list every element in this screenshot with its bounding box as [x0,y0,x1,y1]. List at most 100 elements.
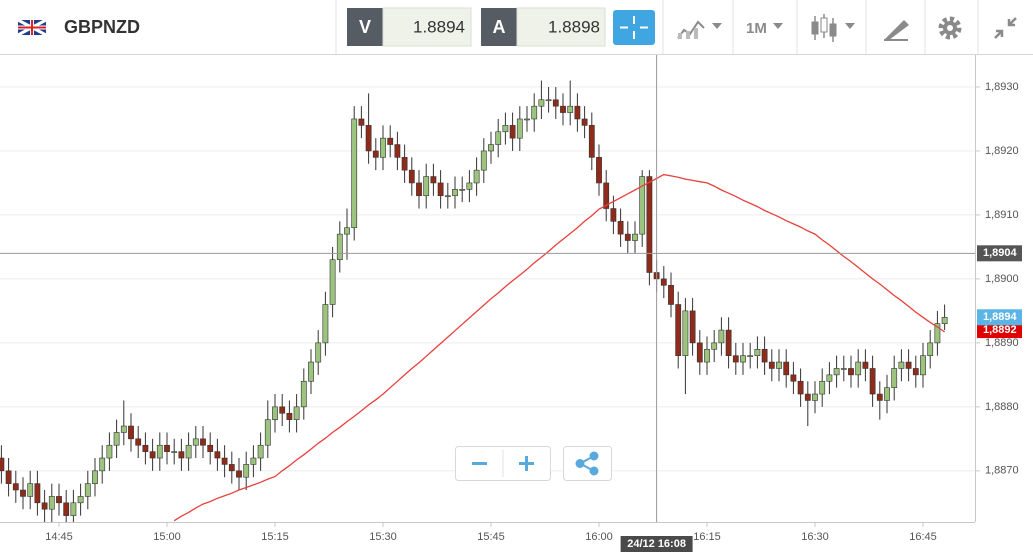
candle-body [696,342,703,363]
candle-body [632,233,638,241]
candle-body [20,489,26,497]
candle-body [387,137,394,145]
candle-body [588,125,595,158]
candle-body [243,464,250,478]
chart-type-button[interactable] [677,20,722,39]
candle-body [567,105,574,113]
candle-body [833,368,840,376]
candle-body [768,361,775,369]
candle-body [459,189,466,191]
candle-body [502,125,509,133]
candle-body [63,502,70,516]
candle-body [682,310,689,356]
candle-body [171,451,178,453]
candle-body [718,329,725,344]
candle-body [430,176,437,184]
candle-body [790,374,797,382]
sell-price[interactable]: 1.8894 [413,17,465,36]
buy-price-box[interactable] [516,7,606,47]
x-tick-label: 15:15 [261,531,289,543]
crosshair-price-tag [977,245,1022,262]
candle-body [905,361,912,369]
candle-body [12,483,19,491]
candle-body [891,368,898,388]
candle-body [77,496,84,504]
candle-body [99,457,106,472]
candle-body [34,483,41,504]
candle-body [840,368,847,370]
candle-body [344,227,350,235]
x-tick-label: 15:00 [153,531,181,543]
crosshair-price-label: 1,8904 [983,247,1018,259]
timeframe[interactable]: 1M [746,20,767,37]
candle-body [416,182,422,197]
candle-body [300,380,307,408]
candle-body [257,444,264,459]
candle-body [120,425,127,433]
candle-body [488,144,494,152]
candle-body [480,150,487,171]
buy-price[interactable]: 1.8898 [548,17,600,36]
candle-body [264,419,271,446]
zoom-controls [455,446,612,481]
x-tick-label: 16:45 [909,531,937,543]
candle-body [5,470,12,484]
candle-body [351,118,358,229]
candle-body [372,150,379,158]
candle-body [934,323,941,344]
candle-body [912,368,919,376]
share-button[interactable] [575,451,599,476]
share-box[interactable] [563,446,612,481]
candle-body [41,502,48,510]
crosshair-button[interactable] [613,10,655,45]
candle-body [516,118,523,139]
buy-button[interactable]: A 1.8898 [481,7,606,47]
candle-body [646,176,653,273]
candle-body [941,316,948,324]
candle-body [552,99,559,107]
y-tick-label: 1,8930 [985,81,1019,93]
settings-button[interactable] [938,16,962,40]
candle-body [538,99,545,107]
candle-body [574,105,581,120]
moving-average-line [173,173,945,522]
x-tick-label: 14:45 [45,531,73,543]
candle-body [826,374,833,382]
candle-body [660,278,667,286]
zoom-in-button[interactable] [519,456,534,471]
candle-body [783,361,790,376]
sell-button[interactable]: V 1.8894 [347,7,472,47]
candle-body [365,125,372,152]
draw-button[interactable] [884,20,909,41]
candle-body [639,176,646,235]
candle-body [804,393,811,401]
collapse-button[interactable] [994,17,1017,39]
price-tag [977,322,1022,339]
y-tick-label: 1,8880 [985,401,1019,413]
candle-body [128,425,134,440]
candle-body [675,304,682,356]
candle-body [711,342,718,350]
buy-label-box[interactable] [481,8,517,46]
candle-type-button[interactable] [811,14,855,42]
sell-label[interactable]: V [359,17,371,37]
candle-body [473,169,480,184]
timeframe-button[interactable]: 1M [746,20,783,37]
candle-body [279,406,286,414]
crosshair-time-label: 24/12 16:08 [627,538,686,550]
candle-body [214,451,221,459]
sell-price-box[interactable] [382,7,472,47]
x-tick-label: 15:30 [369,531,397,543]
buy-label[interactable]: A [493,17,506,37]
candle-body [495,131,502,145]
candle-body [207,444,214,452]
symbol: GBPNZD [64,17,140,37]
candle-body [394,144,401,158]
sell-label-box[interactable] [347,8,383,46]
x-tick-label: 15:45 [477,531,505,543]
candle-body [509,125,516,139]
candle-body [761,348,768,363]
candle-body [286,412,293,420]
